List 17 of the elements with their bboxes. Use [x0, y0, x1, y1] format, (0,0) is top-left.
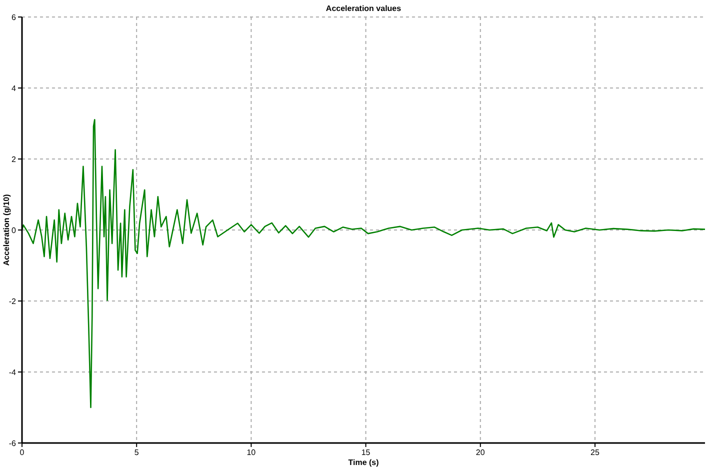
y-tick-label: -4: [8, 368, 17, 377]
y-tick-label: -2: [8, 296, 17, 306]
x-tick-label: 20: [476, 448, 486, 457]
x-tick-label: 25: [590, 448, 600, 457]
y-tick-label: 0: [12, 226, 17, 235]
y-tick-label: 2: [12, 154, 17, 164]
y-tick-label: 6: [12, 12, 17, 22]
y-axis-title: Acceleration (g/10): [2, 194, 11, 266]
x-tick-label: 0: [20, 448, 25, 457]
x-tick-label: 15: [361, 448, 371, 457]
line-series: [21, 118, 706, 408]
x-tick-label: 5: [134, 448, 140, 457]
y-tick-label: 4: [12, 84, 17, 93]
y-tick-label: -6: [8, 438, 17, 448]
chart-title: Acceleration values: [326, 4, 402, 13]
x-tick-label: 10: [246, 448, 256, 457]
x-axis-title: Time (s): [348, 458, 380, 467]
